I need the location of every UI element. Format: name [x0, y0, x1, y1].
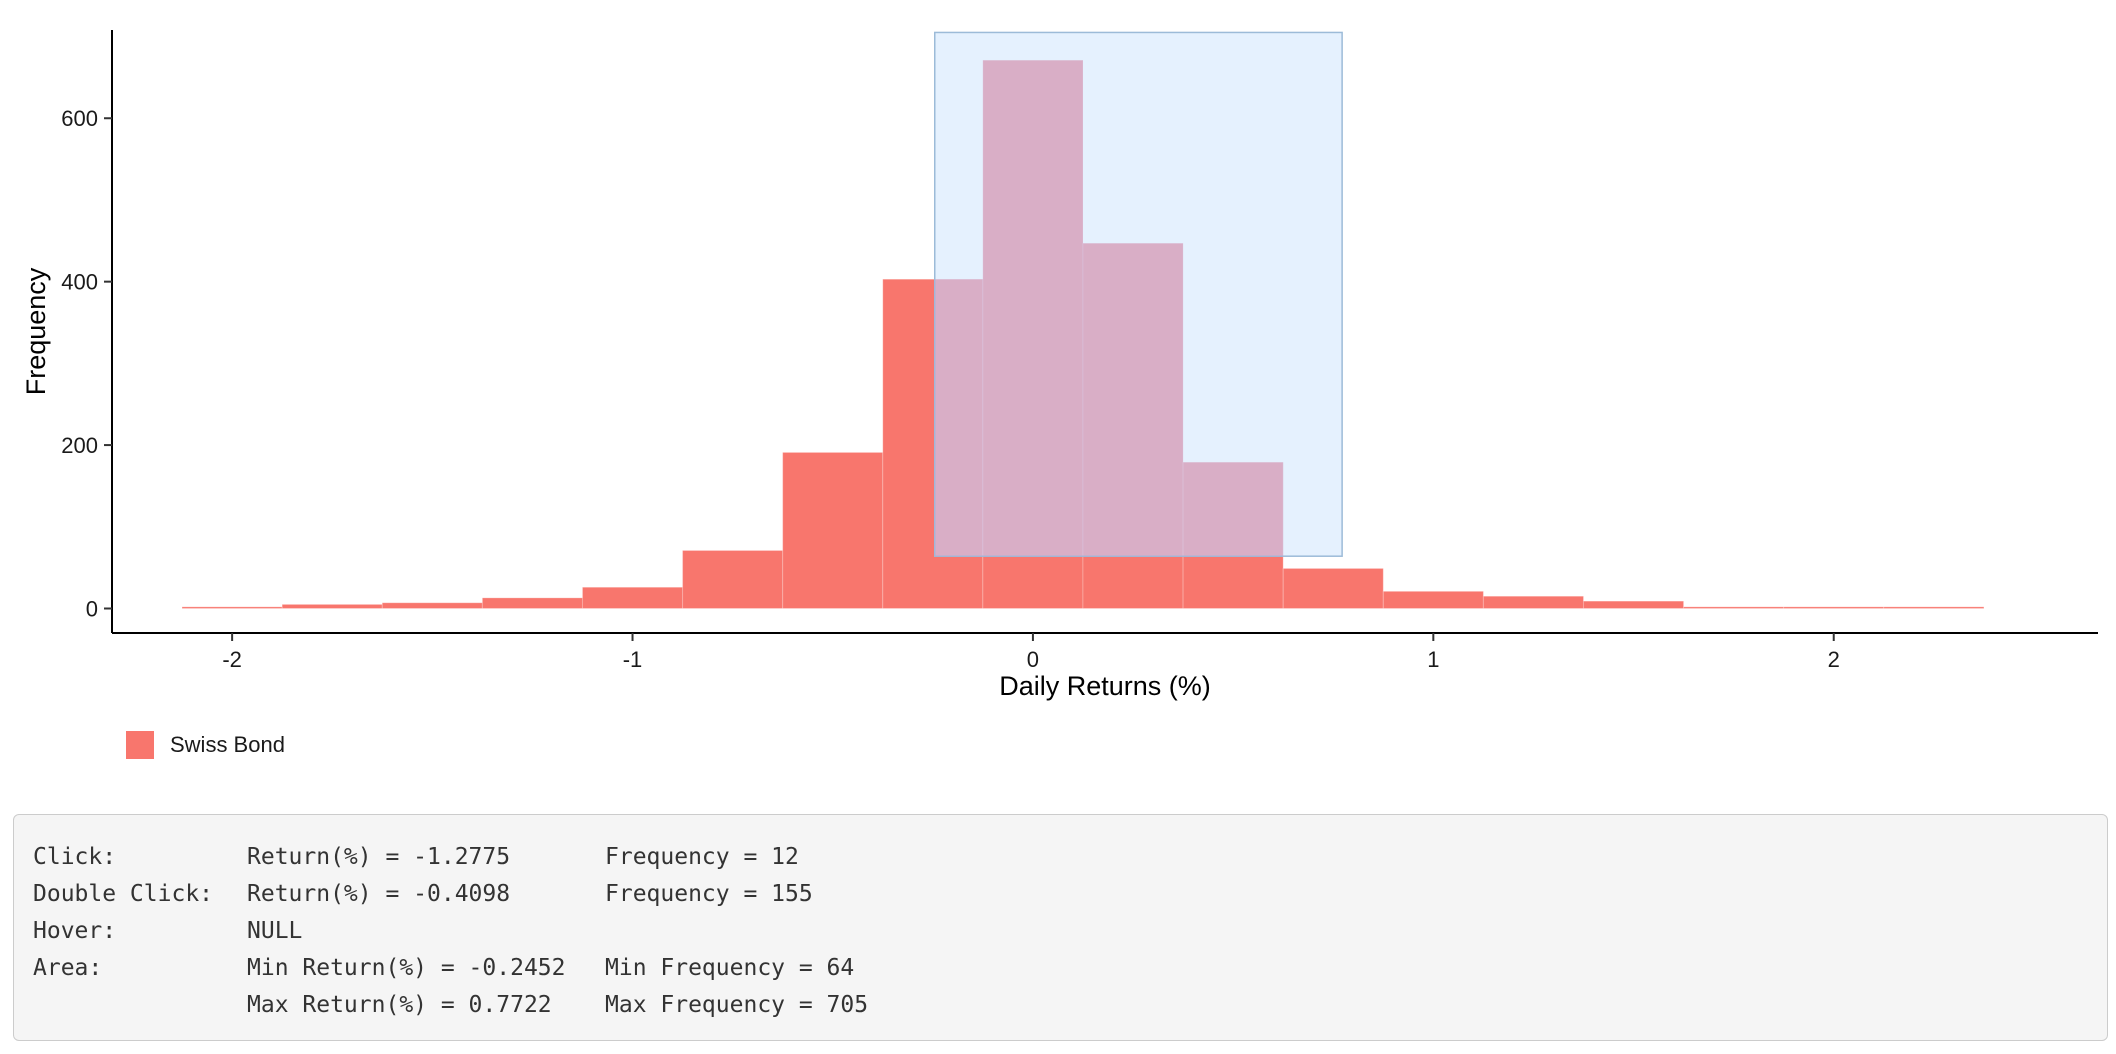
legend-swatch	[126, 731, 154, 759]
histogram-bar[interactable]	[1582, 600, 1685, 609]
area-label: Area:	[33, 955, 103, 981]
info-row-double-click: Double Click: Return(%) = -0.4098 Freque…	[33, 876, 2088, 913]
dblclick-label: Double Click:	[33, 881, 214, 907]
y-axis-title: Frequency	[21, 267, 51, 395]
brush-selection[interactable]	[933, 31, 1343, 557]
hover-value: NULL	[247, 918, 303, 944]
info-row-click: Click: Return(%) = -1.2775 Frequency = 1…	[33, 839, 2088, 876]
histogram-bar-selected	[1183, 462, 1284, 557]
area-max-return: Max Return(%) = 0.7722	[247, 992, 552, 1018]
area-min-return: Min Return(%) = -0.2452	[247, 955, 566, 981]
histogram-bar-selected	[934, 279, 983, 557]
histogram-bar[interactable]	[481, 597, 583, 609]
histogram-plot[interactable]: 0 200 400 600 -2 -1 0 1 2 Daily Returns (%) Fre…	[0, 0, 2116, 720]
info-row-hover: Hover: NULL	[33, 913, 2088, 950]
histogram-bar[interactable]	[782, 451, 884, 609]
dblclick-frequency: Frequency = 155	[605, 881, 813, 907]
histogram-bar-selected	[982, 60, 1083, 557]
histogram-bar[interactable]	[381, 602, 483, 609]
event-info-panel: Click: Return(%) = -1.2775 Frequency = 1…	[13, 814, 2108, 1041]
histogram-bar[interactable]	[581, 586, 684, 609]
hover-label: Hover:	[33, 918, 117, 944]
area-spacer	[33, 987, 247, 1024]
info-row-area-min: Area: Min Return(%) = -0.2452 Min Freque…	[33, 950, 2088, 987]
area-max-frequency: Max Frequency = 705	[605, 992, 869, 1018]
histogram-bar[interactable]	[1783, 606, 1885, 609]
x-tick-label: 1	[1427, 647, 1439, 672]
x-tick-label: -1	[623, 647, 643, 672]
histogram-bar-selected	[1082, 243, 1184, 557]
y-axis-ticks: 0 200 400 600	[61, 106, 112, 621]
x-axis-ticks: -2 -1 0 1 2	[222, 633, 1840, 672]
x-tick-label: 0	[1027, 647, 1039, 672]
brush-overlay-bars	[934, 60, 1284, 557]
area-min-frequency: Min Frequency = 64	[605, 955, 855, 981]
x-tick-label: -2	[222, 647, 242, 672]
click-label: Click:	[33, 844, 117, 870]
y-tick-label: 200	[61, 433, 98, 458]
click-return: Return(%) = -1.2775	[247, 844, 511, 870]
histogram-bar[interactable]	[1482, 595, 1584, 609]
y-tick-label: 600	[61, 106, 98, 131]
histogram-bar[interactable]	[1683, 606, 1785, 609]
histogram-bar[interactable]	[281, 603, 383, 609]
legend: Swiss Bond	[126, 730, 285, 760]
click-frequency: Frequency = 12	[605, 844, 799, 870]
info-row-area-max: Max Return(%) = 0.7722 Max Frequency = 7…	[33, 987, 2088, 1024]
histogram-bar[interactable]	[1282, 567, 1384, 609]
x-tick-label: 2	[1828, 647, 1840, 672]
histogram-bar[interactable]	[1382, 590, 1484, 609]
histogram-bar[interactable]	[181, 606, 283, 609]
y-tick-label: 400	[61, 270, 98, 295]
histogram-bar[interactable]	[682, 549, 784, 609]
legend-label: Swiss Bond	[170, 732, 285, 757]
dblclick-return: Return(%) = -0.4098	[247, 881, 511, 907]
x-axis-title: Daily Returns (%)	[999, 671, 1211, 701]
y-tick-label: 0	[86, 596, 98, 621]
histogram-bar[interactable]	[1883, 606, 1985, 609]
